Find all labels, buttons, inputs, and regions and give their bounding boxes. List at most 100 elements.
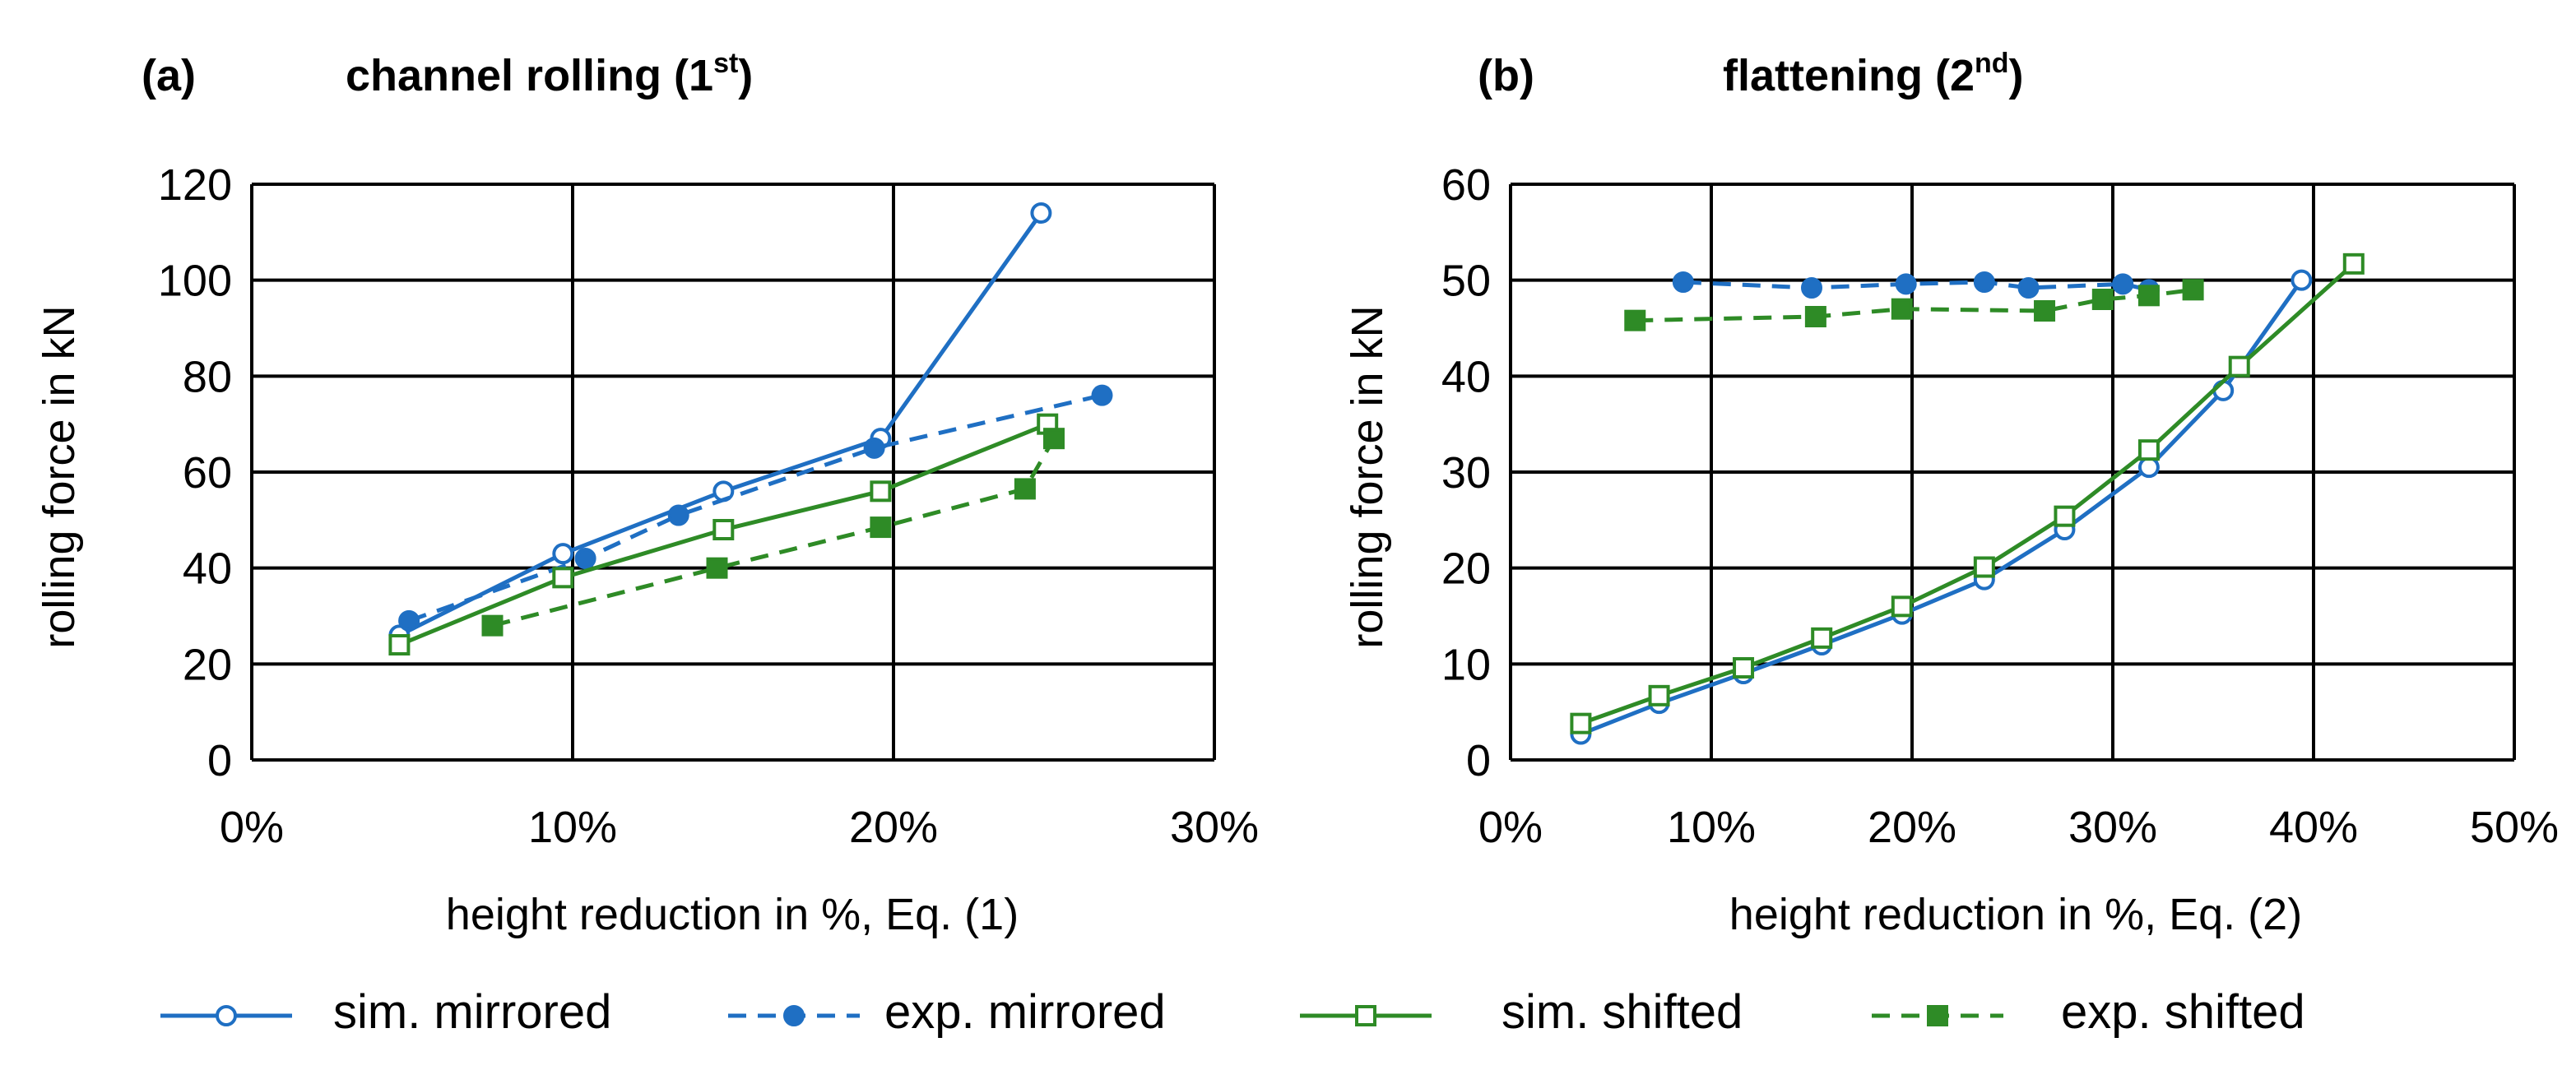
legend-entry-exp-mirrored: exp. mirrored: [728, 985, 1166, 1039]
panel-b-y-tick-label: 0: [1466, 736, 1491, 785]
legend-label-sim-shifted: sim. shifted: [1502, 985, 1743, 1039]
panel-b-point-sim-mirrored: [2212, 379, 2235, 401]
panel-a-point-sim-shifted: [388, 634, 411, 655]
panel-b-x-tick-label: 50%: [2470, 803, 2559, 852]
legend-entry-exp-shifted: exp. shifted: [1872, 985, 2305, 1039]
panel-b-y-tick-label: 50: [1441, 257, 1491, 306]
panel-a-point-sim-mirrored: [1030, 202, 1052, 224]
legend-label-sim-mirrored: sim. mirrored: [333, 985, 611, 1039]
panel-b-point-sim-shifted: [2137, 439, 2160, 461]
panel-a-y-axis-label: rolling force in kN: [35, 305, 84, 648]
panel-b-y-tick-label: 40: [1441, 352, 1491, 401]
panel-b-point-sim-shifted: [1811, 627, 1833, 649]
panel-a-point-exp-mirrored: [1091, 384, 1113, 406]
panel-a-plot-area: 0 20 40 60 80 100 120 0% 10% 20% 30%: [158, 160, 1259, 852]
panel-a-point-exp-mirrored: [667, 504, 689, 526]
panel-b-point-exp-shifted: [1624, 309, 1646, 331]
legend-marker-exp-shifted: [1927, 1005, 1948, 1026]
legend-marker-exp-mirrored: [783, 1005, 805, 1026]
panel-a-y-tick-label: 120: [158, 160, 232, 210]
panel-b-y-axis-label: rolling force in kN: [1343, 305, 1392, 648]
legend-glyph-exp-mirrored: [728, 1005, 860, 1026]
panel-a-point-exp-shifted: [870, 516, 892, 539]
panel-b-series-line-sim-shifted: [1580, 262, 2356, 726]
panel-a-point-exp-mirrored: [863, 437, 885, 459]
panel-a-y-tick-label: 0: [207, 736, 232, 785]
panel-a-series-line-exp-shifted: [491, 437, 1056, 628]
panel-a: 0 20 40 60 80 100 120 0% 10% 20% 30% (a) channel r…: [35, 48, 1259, 939]
panel-b: 0 10 20 30 40 50 60 0% 10% 20% 30% 40% 50% (b) flatt…: [1343, 48, 2559, 939]
legend-glyph-exp-shifted: [1872, 1005, 2003, 1026]
panel-b-x-tick-label: 20%: [1868, 803, 1956, 852]
panel-b-label: (b): [1478, 51, 1534, 100]
panel-a-point-exp-shifted: [481, 614, 504, 637]
panel-b-point-exp-mirrored: [1801, 277, 1822, 299]
panel-a-title-sup: st: [713, 48, 738, 79]
panel-a-series-line-exp-mirrored: [408, 393, 1103, 623]
panel-a-title: channel rolling (1st): [346, 48, 753, 100]
panel-a-y-tick-label: 60: [183, 448, 232, 498]
panel-a-label: (a): [142, 51, 196, 100]
panel-b-point-exp-shifted: [2034, 300, 2056, 322]
panel-b-y-tick-label: 20: [1441, 544, 1491, 594]
panel-a-x-tick-label: 20%: [849, 803, 938, 852]
panel-b-point-sim-shifted: [1570, 712, 1592, 734]
legend-glyph-sim-mirrored: [160, 1005, 292, 1026]
panel-a-point-exp-shifted: [1014, 478, 1036, 500]
panel-b-y-tick-label: 10: [1441, 640, 1491, 689]
panel-a-point-sim-shifted: [552, 567, 574, 589]
legend-entry-sim-mirrored: sim. mirrored: [160, 985, 611, 1039]
panel-a-title-main: channel rolling (1: [346, 51, 713, 100]
panel-b-title-end: ): [2009, 51, 2024, 100]
panel-a-y-tick-label: 80: [183, 352, 232, 401]
panel-a-point-sim-mirrored: [552, 543, 574, 565]
panel-b-point-exp-shifted: [1804, 306, 1826, 327]
panel-b-point-sim-mirrored: [2291, 269, 2313, 291]
panel-b-point-sim-shifted: [2342, 252, 2365, 275]
panel-b-point-sim-mirrored: [2137, 456, 2160, 479]
panel-b-y-tick-label: 30: [1441, 448, 1491, 498]
panel-b-point-sim-shifted: [1648, 684, 1670, 706]
legend-label-exp-mirrored: exp. mirrored: [884, 985, 1166, 1039]
panel-b-point-exp-shifted: [1891, 298, 1913, 320]
panel-b-point-sim-shifted: [1891, 595, 1913, 618]
panel-a-title-end: ): [738, 51, 753, 100]
panel-b-point-exp-mirrored: [1895, 273, 1917, 295]
panel-b-point-sim-shifted: [1973, 556, 1995, 578]
legend-marker-sim-shifted: [1355, 1005, 1376, 1026]
panel-b-point-sim-shifted: [1733, 657, 1755, 679]
panel-a-point-exp-mirrored: [574, 548, 596, 569]
panel-a-y-tick-label: 20: [183, 640, 232, 689]
panel-a-x-tick-label: 10%: [528, 803, 617, 852]
panel-a-point-exp-mirrored: [398, 609, 420, 632]
panel-a-x-axis-label: height reduction in %, Eq. (1): [446, 890, 1019, 939]
panel-b-point-exp-mirrored: [1672, 271, 1694, 293]
panel-a-point-exp-shifted: [1043, 428, 1065, 450]
legend: sim. mirrored exp. mirrored sim. shifted…: [160, 985, 2305, 1039]
panel-b-point-exp-mirrored: [2017, 277, 2040, 299]
legend-glyph-sim-shifted: [1300, 1005, 1432, 1026]
panel-b-plot-area: 0 10 20 30 40 50 60 0% 10% 20% 30% 40% 50%: [1441, 160, 2559, 852]
panel-b-x-tick-label: 30%: [2068, 803, 2157, 852]
panel-b-point-exp-mirrored: [1973, 271, 1995, 293]
panel-a-y-tick-label: 100: [158, 257, 232, 306]
panel-a-point-exp-shifted: [706, 557, 728, 579]
panel-b-title-main: flattening (2: [1723, 51, 1975, 100]
legend-entry-sim-shifted: sim. shifted: [1300, 985, 1743, 1039]
panel-b-x-tick-label: 10%: [1667, 803, 1756, 852]
panel-a-x-tick-label: 0%: [220, 803, 284, 852]
panel-b-y-tick-label: 60: [1441, 160, 1491, 210]
panel-b-title-sup: nd: [1975, 48, 2009, 79]
legend-marker-sim-mirrored: [216, 1005, 237, 1026]
panel-b-point-exp-mirrored: [2112, 273, 2134, 295]
panel-b-point-sim-shifted: [2228, 355, 2250, 378]
panel-a-point-sim-shifted: [712, 519, 735, 540]
panel-b-series-line-sim-mirrored: [1580, 279, 2304, 736]
panel-a-x-tick-label: 30%: [1170, 803, 1259, 852]
panel-b-title: flattening (2nd): [1723, 48, 2024, 100]
panel-a-point-sim-shifted: [870, 480, 892, 503]
panel-b-point-exp-shifted: [2091, 289, 2114, 310]
panel-b-point-sim-shifted: [2054, 505, 2076, 527]
legend-label-exp-shifted: exp. shifted: [2061, 985, 2305, 1039]
